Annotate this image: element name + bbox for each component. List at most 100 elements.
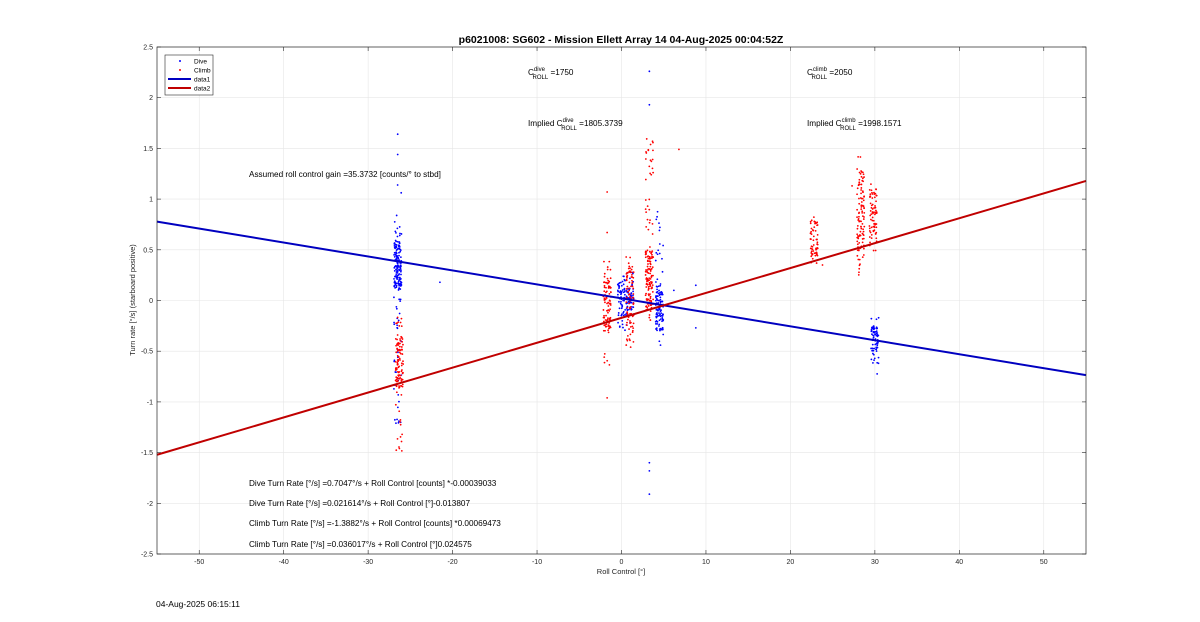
climb-point bbox=[647, 293, 650, 296]
climb-point bbox=[862, 228, 865, 231]
dive-point bbox=[617, 283, 620, 285]
dive-point bbox=[624, 329, 626, 332]
climb-point bbox=[603, 356, 606, 358]
dive-point bbox=[872, 362, 874, 364]
climb-point bbox=[632, 276, 635, 279]
climb-point bbox=[632, 322, 635, 325]
climb-point bbox=[861, 210, 864, 213]
climb-point bbox=[646, 218, 649, 221]
climb-point bbox=[647, 263, 649, 265]
climb-point bbox=[650, 300, 653, 302]
climb-point bbox=[815, 248, 818, 251]
dive-point bbox=[397, 264, 400, 267]
dive-point bbox=[393, 359, 396, 362]
dive-point bbox=[656, 288, 658, 291]
climb-point bbox=[875, 226, 878, 229]
climb-point bbox=[400, 440, 403, 443]
climb-point bbox=[397, 343, 400, 345]
climb-point bbox=[863, 207, 866, 210]
climb-point bbox=[860, 201, 863, 203]
climb-point bbox=[875, 209, 877, 212]
y-axis-label: Turn rate [°/s] (starboard positive) bbox=[128, 244, 137, 356]
dive-point bbox=[876, 327, 879, 330]
climb-point bbox=[399, 339, 402, 342]
dive-point bbox=[620, 307, 623, 310]
climb-point bbox=[650, 304, 653, 306]
dive-point bbox=[394, 281, 397, 284]
climb-point bbox=[870, 226, 873, 229]
dive-point bbox=[393, 255, 396, 258]
dive-point bbox=[398, 312, 401, 315]
climb-point bbox=[861, 256, 864, 259]
climb-point bbox=[399, 436, 402, 438]
dive-point bbox=[393, 278, 395, 280]
dive-point bbox=[660, 328, 663, 331]
legend-marker-climb bbox=[179, 69, 181, 71]
climb-point bbox=[607, 329, 609, 332]
dive-point bbox=[874, 348, 877, 351]
dive-point bbox=[398, 234, 401, 237]
dive-point bbox=[395, 245, 397, 248]
dive-point bbox=[393, 284, 396, 287]
climb-point bbox=[645, 138, 648, 140]
dive-point bbox=[870, 330, 873, 333]
dive-point bbox=[620, 300, 622, 303]
dive-point bbox=[659, 284, 662, 287]
climb-point bbox=[861, 197, 864, 200]
climb-point bbox=[858, 178, 861, 181]
climb-point bbox=[605, 296, 608, 299]
dive-point bbox=[655, 313, 658, 315]
climb-point bbox=[862, 180, 865, 183]
climb-point bbox=[856, 249, 859, 252]
climb-point bbox=[873, 207, 876, 209]
dive-point bbox=[873, 359, 875, 362]
dive-point bbox=[396, 274, 399, 277]
climb-point bbox=[875, 237, 878, 240]
dive-point bbox=[630, 301, 633, 304]
climb-point bbox=[651, 255, 653, 258]
dive-point bbox=[658, 293, 661, 296]
climb-point bbox=[609, 287, 612, 289]
climb-point bbox=[650, 274, 653, 277]
climb-point bbox=[399, 352, 402, 355]
climb-point bbox=[626, 276, 628, 279]
plot-area: -50 -40 -30 -20 -10 0 10 20 30 40 50-2.5-2-1.5-1-0… bbox=[141, 45, 1087, 566]
dive-point bbox=[655, 299, 657, 302]
dive-point bbox=[658, 243, 661, 245]
dive-point bbox=[397, 282, 399, 285]
climb-point bbox=[860, 170, 863, 172]
dive-point bbox=[870, 328, 873, 331]
climb-point bbox=[649, 143, 652, 146]
dive-point bbox=[658, 222, 660, 225]
climb-point bbox=[648, 221, 651, 224]
x-tick-label: 40 bbox=[955, 559, 963, 566]
climb-point bbox=[628, 289, 631, 292]
dive-point bbox=[625, 290, 628, 292]
dive-point bbox=[873, 331, 876, 334]
dive-point bbox=[656, 253, 659, 256]
legend-marker-dive bbox=[179, 60, 181, 62]
climb-point bbox=[402, 343, 404, 346]
climb-point bbox=[646, 260, 649, 263]
dive-point bbox=[631, 283, 633, 286]
climb-point bbox=[630, 276, 633, 278]
y-tick-label: 0 bbox=[149, 298, 153, 305]
climb-point bbox=[398, 351, 401, 354]
dive-point bbox=[632, 294, 634, 297]
climb-point bbox=[646, 269, 649, 271]
dive-point bbox=[618, 325, 621, 328]
x-tick-label: 30 bbox=[871, 559, 879, 566]
climb-point bbox=[631, 285, 634, 288]
climb-point bbox=[874, 233, 877, 235]
climb-point bbox=[861, 190, 864, 193]
climb-point bbox=[651, 222, 654, 225]
climb-point bbox=[629, 296, 631, 299]
dive-point bbox=[658, 312, 660, 314]
climb-point bbox=[821, 264, 824, 266]
climb-point bbox=[678, 148, 680, 151]
dive-point bbox=[395, 284, 398, 287]
climb-point bbox=[856, 227, 859, 230]
dive-point bbox=[396, 227, 399, 230]
y-tick-label: -1 bbox=[147, 399, 153, 406]
dive-point bbox=[397, 245, 400, 248]
